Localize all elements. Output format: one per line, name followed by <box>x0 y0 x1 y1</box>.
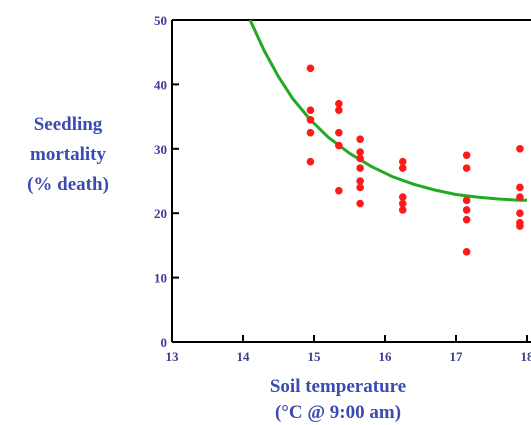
x-tick-label: 17 <box>450 349 464 364</box>
data-point <box>335 186 343 195</box>
data-point <box>335 106 343 114</box>
y-tick-label: 50 <box>154 13 167 28</box>
x-axis-title-line-1: Soil temperature <box>270 376 406 397</box>
data-point <box>398 164 407 172</box>
data-point <box>356 135 364 143</box>
y-tick-label: 0 <box>161 335 168 350</box>
data-point <box>306 157 315 166</box>
data-point <box>516 193 524 201</box>
y-axis-title-line-3: (% death) <box>27 174 109 195</box>
data-point <box>356 154 364 163</box>
data-point <box>306 128 315 137</box>
y-axis-title-line-1: Seedling <box>34 114 103 135</box>
data-point <box>356 183 364 192</box>
data-point <box>516 209 524 217</box>
data-point <box>306 64 315 73</box>
data-point <box>462 151 471 160</box>
data-point <box>356 148 364 156</box>
y-tick-marks <box>172 19 179 343</box>
x-tick-label: 15 <box>308 349 322 364</box>
data-point <box>398 157 407 166</box>
data-point <box>356 199 364 208</box>
data-point <box>462 164 471 172</box>
x-tick-label: 14 <box>237 349 251 364</box>
y-tick-label: 10 <box>154 271 167 286</box>
data-point <box>335 128 343 137</box>
data-point <box>462 196 471 205</box>
data-point <box>356 164 364 172</box>
data-point <box>462 215 471 224</box>
x-tick-label: 13 <box>166 349 180 364</box>
data-point <box>398 206 407 214</box>
x-tick-marks <box>171 335 528 342</box>
x-tick-label: 16 <box>379 349 393 364</box>
y-tick-label: 30 <box>154 142 167 157</box>
x-tick-label: 18 <box>521 349 531 364</box>
data-point <box>398 199 407 208</box>
data-point <box>306 106 315 114</box>
data-point <box>335 141 343 150</box>
data-point <box>516 145 524 153</box>
data-point <box>306 116 315 124</box>
data-point <box>356 177 364 185</box>
data-point <box>335 99 343 108</box>
data-points <box>306 64 524 256</box>
x-axis-title-line-2: (°C @ 9:00 am) <box>275 402 401 423</box>
fit-curve <box>248 19 527 202</box>
data-point <box>398 193 407 201</box>
y-tick-label: 20 <box>154 206 167 221</box>
data-point <box>516 183 524 192</box>
y-tick-labels: 0 10 20 30 40 50 <box>154 13 167 350</box>
y-tick-label: 40 <box>154 77 167 92</box>
data-point <box>462 206 471 214</box>
x-tick-labels: 13 14 15 16 17 18 <box>166 349 531 364</box>
data-point <box>462 248 471 256</box>
y-axis-title-line-2: mortality <box>30 144 106 165</box>
data-point <box>516 222 524 230</box>
